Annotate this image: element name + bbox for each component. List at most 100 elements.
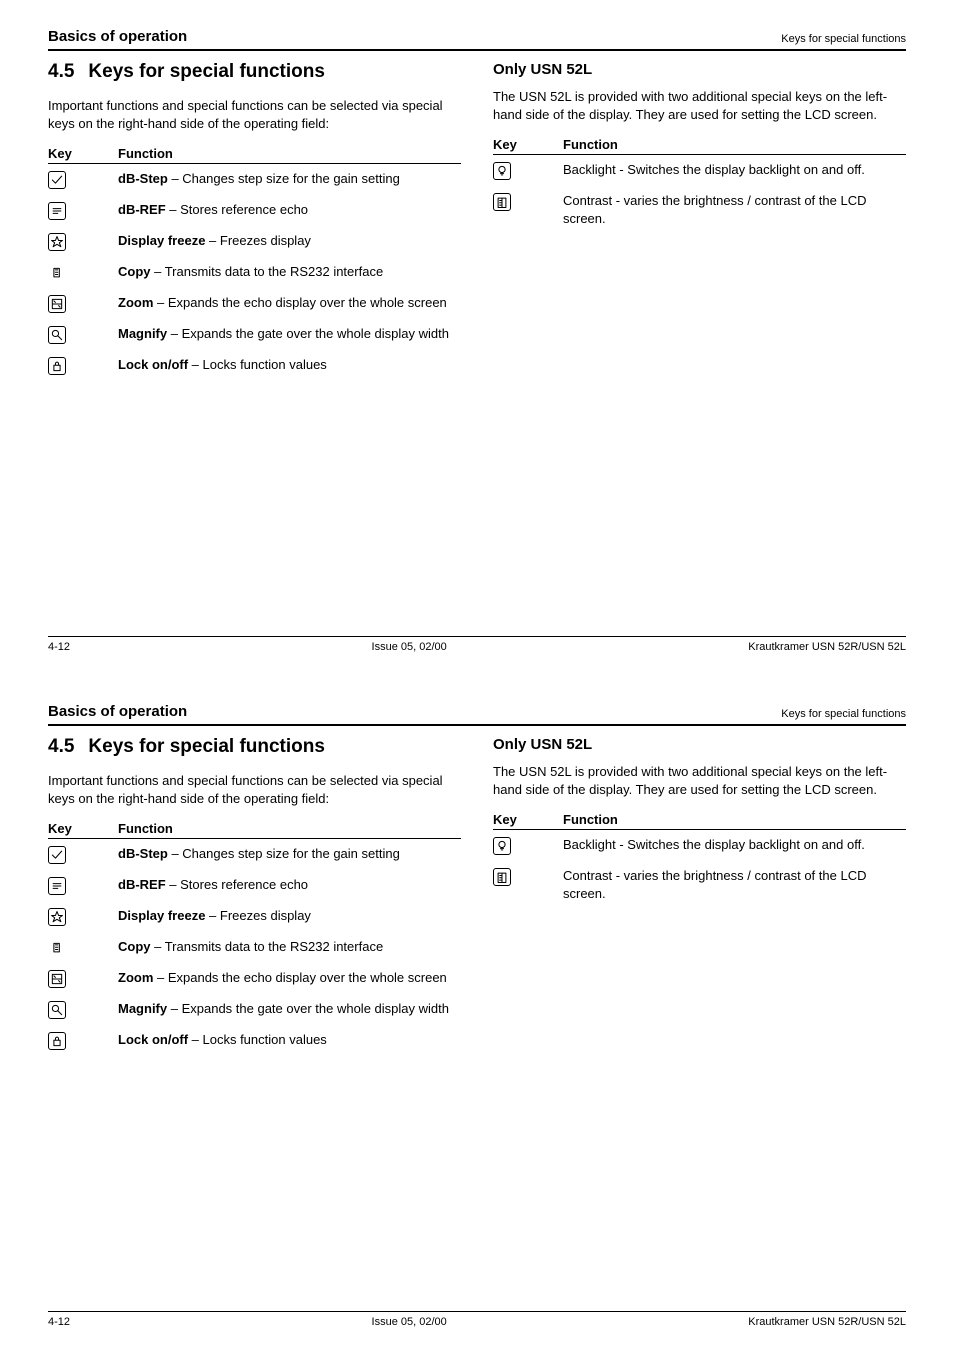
section-heading: 4.5 Keys for special functions — [48, 736, 461, 758]
function-name: Copy — [118, 264, 151, 279]
function-cell: Zoom – Expands the echo display over the… — [118, 969, 461, 987]
footer-left: 4-12 — [48, 641, 70, 653]
page-header: Basics of operation Keys for special fun… — [48, 28, 906, 51]
function-desc: – Transmits data to the RS232 interface — [151, 939, 384, 954]
function-desc: – Expands the gate over the whole displa… — [167, 1001, 449, 1016]
section-heading: 4.5 Keys for special functions — [48, 61, 461, 83]
section-title-text: Keys for special functions — [88, 736, 325, 758]
intro-paragraph: Important functions and special function… — [48, 97, 461, 132]
table-row: Contrast - varies the brightness / contr… — [493, 192, 906, 227]
function-cell: Display freeze – Freezes display — [118, 907, 461, 925]
head-key: Key — [493, 137, 563, 152]
key-cell — [48, 201, 118, 220]
bulb-icon — [493, 837, 511, 855]
content-columns: 4.5 Keys for special functions Important… — [48, 736, 906, 1062]
function-name: Zoom — [118, 295, 153, 310]
key-cell — [48, 325, 118, 344]
function-desc: – Changes step size for the gain setting — [168, 171, 400, 186]
function-cell: Copy – Transmits data to the RS232 inter… — [118, 263, 461, 281]
footer-center: Issue 05, 02/00 — [372, 1316, 447, 1328]
function-name: Magnify — [118, 1001, 167, 1016]
table-head: Key Function — [48, 821, 461, 839]
table-body-right: Backlight - Switches the display backlig… — [493, 161, 906, 227]
table-head: Key Function — [48, 146, 461, 164]
table-row: Zoom – Expands the echo display over the… — [48, 969, 461, 988]
key-cell — [48, 1000, 118, 1019]
key-cell — [48, 969, 118, 988]
copy-icon — [48, 264, 66, 282]
function-cell: dB-Step – Changes step size for the gain… — [118, 845, 461, 863]
head-key: Key — [48, 821, 118, 836]
function-name: Lock on/off — [118, 357, 188, 372]
key-cell — [48, 845, 118, 864]
function-cell: Contrast - varies the brightness / contr… — [563, 192, 906, 227]
function-cell: Lock on/off – Locks function values — [118, 1031, 461, 1049]
function-name: Copy — [118, 939, 151, 954]
table-head: Key Function — [493, 812, 906, 830]
table-row: Lock on/off – Locks function values — [48, 356, 461, 375]
function-cell: dB-REF – Stores reference echo — [118, 201, 461, 219]
function-desc: – Expands the echo display over the whol… — [153, 295, 446, 310]
manual-page: Basics of operation Keys for special fun… — [0, 675, 954, 1350]
star-icon — [48, 233, 66, 251]
function-cell: Lock on/off – Locks function values — [118, 356, 461, 374]
section-title-text: Keys for special functions — [88, 61, 325, 83]
mag-icon — [48, 1001, 66, 1019]
contrast-icon — [493, 193, 511, 211]
function-desc: – Transmits data to the RS232 interface — [151, 264, 384, 279]
left-column: 4.5 Keys for special functions Important… — [48, 736, 461, 1062]
key-cell — [48, 263, 118, 282]
zoom-icon — [48, 970, 66, 988]
table-body-left: dB-Step – Changes step size for the gain… — [48, 170, 461, 375]
right-column: Only USN 52L The USN 52L is provided wit… — [493, 61, 906, 387]
function-desc: – Freezes display — [205, 233, 311, 248]
copy-icon — [48, 939, 66, 957]
key-cell — [48, 170, 118, 189]
key-function-table-right: Key Function Backlight - Switches the di… — [493, 137, 906, 227]
header-left: Basics of operation — [48, 703, 187, 720]
ref-icon — [48, 877, 66, 895]
lock-icon — [48, 1032, 66, 1050]
head-function: Function — [563, 812, 906, 827]
function-name: Display freeze — [118, 233, 205, 248]
contrast-icon — [493, 868, 511, 886]
page-footer: 4-12 Issue 05, 02/00 Krautkramer USN 52R… — [48, 1311, 906, 1328]
function-name: dB-REF — [118, 877, 166, 892]
check-icon — [48, 846, 66, 864]
header-right: Keys for special functions — [781, 33, 906, 45]
table-row: dB-Step – Changes step size for the gain… — [48, 845, 461, 864]
bulb-icon — [493, 162, 511, 180]
key-cell — [48, 1031, 118, 1050]
head-function: Function — [118, 146, 461, 161]
page-footer: 4-12 Issue 05, 02/00 Krautkramer USN 52R… — [48, 636, 906, 653]
key-cell — [48, 907, 118, 926]
function-name: Display freeze — [118, 908, 205, 923]
mag-icon — [48, 326, 66, 344]
table-head: Key Function — [493, 137, 906, 155]
zoom-icon — [48, 295, 66, 313]
function-cell: Magnify – Expands the gate over the whol… — [118, 325, 461, 343]
key-cell — [48, 356, 118, 375]
function-name: dB-Step — [118, 846, 168, 861]
function-desc: – Expands the echo display over the whol… — [153, 970, 446, 985]
key-cell — [493, 161, 563, 180]
footer-center: Issue 05, 02/00 — [372, 641, 447, 653]
function-desc: – Stores reference echo — [166, 877, 308, 892]
right-subhead: Only USN 52L — [493, 61, 906, 78]
star-icon — [48, 908, 66, 926]
ref-icon — [48, 202, 66, 220]
function-desc: – Stores reference echo — [166, 202, 308, 217]
function-cell: Copy – Transmits data to the RS232 inter… — [118, 938, 461, 956]
function-desc: – Changes step size for the gain setting — [168, 846, 400, 861]
intro-paragraph: Important functions and special function… — [48, 772, 461, 807]
head-key: Key — [493, 812, 563, 827]
table-row: Lock on/off – Locks function values — [48, 1031, 461, 1050]
table-row: Contrast - varies the brightness / contr… — [493, 867, 906, 902]
table-row: dB-REF – Stores reference echo — [48, 876, 461, 895]
head-function: Function — [118, 821, 461, 836]
footer-right: Krautkramer USN 52R/USN 52L — [748, 1316, 906, 1328]
function-name: Magnify — [118, 326, 167, 341]
left-column: 4.5 Keys for special functions Important… — [48, 61, 461, 387]
header-right: Keys for special functions — [781, 708, 906, 720]
function-desc: – Locks function values — [188, 1032, 327, 1047]
